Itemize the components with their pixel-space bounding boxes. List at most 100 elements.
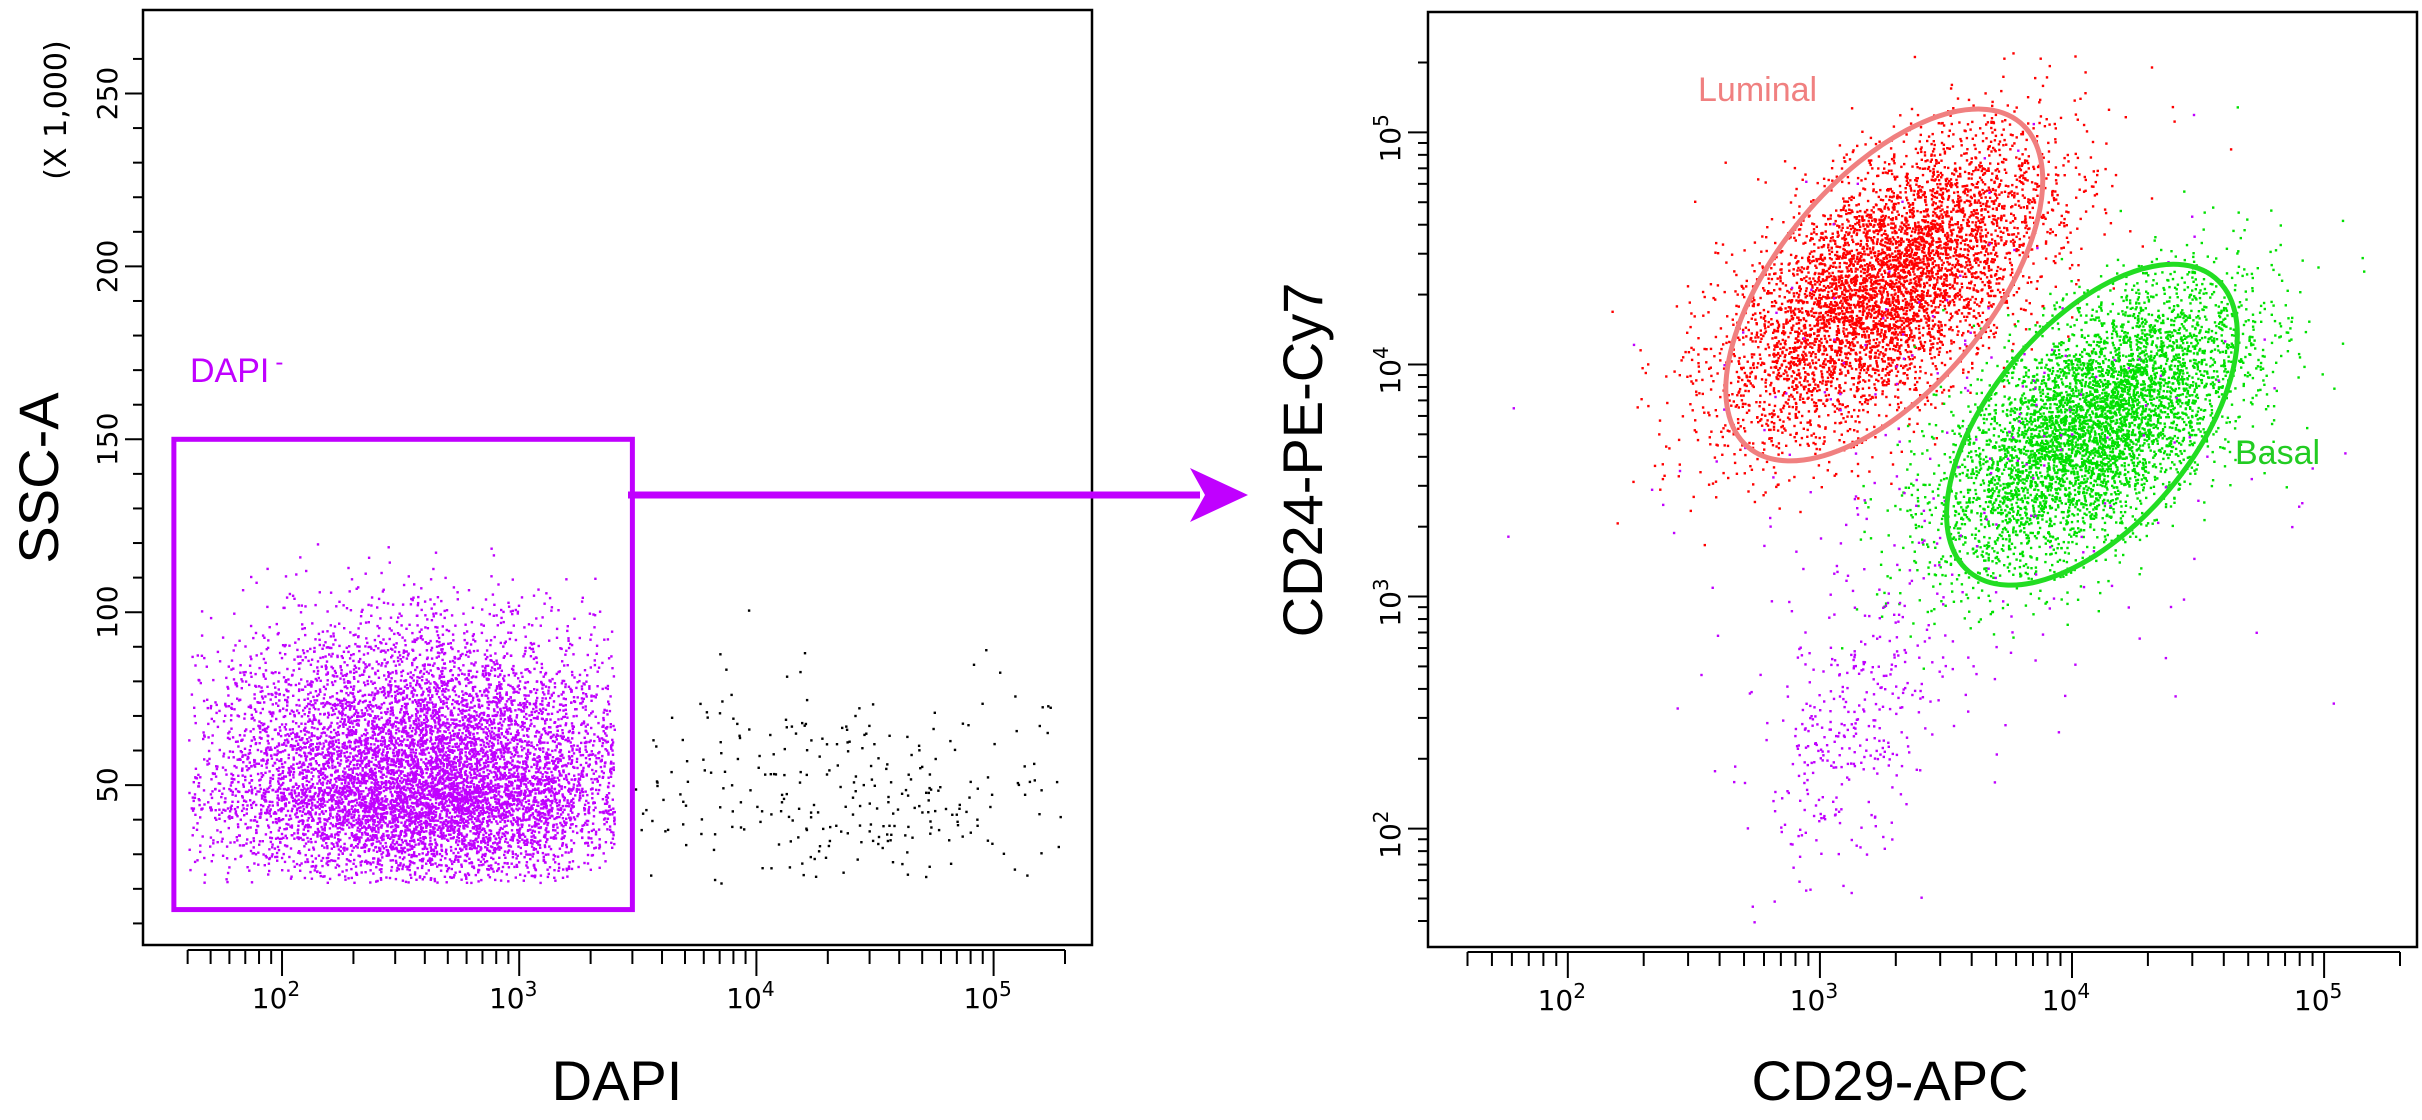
data-point <box>491 751 494 754</box>
data-point <box>250 765 253 768</box>
data-point <box>384 651 387 654</box>
data-point <box>323 846 326 849</box>
data-point <box>320 837 323 840</box>
data-point <box>448 731 451 735</box>
data-point <box>448 756 451 760</box>
data-point <box>212 853 215 857</box>
data-point <box>203 758 206 761</box>
data-point <box>479 806 483 810</box>
data-point <box>490 753 493 756</box>
data-point <box>574 708 577 711</box>
data-point <box>503 710 506 713</box>
data-point <box>485 798 488 802</box>
data-point <box>341 870 344 873</box>
data-point <box>361 774 364 777</box>
data-point <box>333 808 336 811</box>
data-point <box>402 651 405 655</box>
data-point <box>509 774 512 778</box>
data-point <box>479 848 482 852</box>
data-point <box>222 720 226 723</box>
data-point <box>598 610 602 613</box>
data-point <box>305 784 308 787</box>
data-point <box>348 785 351 789</box>
data-point <box>468 818 471 821</box>
data-point <box>464 734 468 737</box>
data-point <box>576 784 579 787</box>
data-point <box>537 588 540 591</box>
data-point <box>392 830 395 833</box>
data-point <box>268 812 271 815</box>
data-point <box>611 798 614 801</box>
data-point <box>288 728 292 731</box>
data-point <box>283 844 287 847</box>
data-point <box>475 757 479 761</box>
data-point <box>347 694 350 697</box>
data-point <box>248 869 251 872</box>
data-point <box>337 749 341 753</box>
data-point <box>284 679 288 682</box>
data-point <box>483 781 486 785</box>
data-point <box>332 632 335 635</box>
data-point <box>516 808 519 812</box>
data-point <box>374 672 377 676</box>
data-point <box>570 799 573 802</box>
data-point <box>363 800 366 804</box>
data-point <box>355 730 358 734</box>
data-point <box>297 698 300 702</box>
data-point <box>408 623 411 626</box>
data-point <box>322 755 325 758</box>
data-point <box>541 773 544 776</box>
data-point <box>381 726 384 729</box>
data-point <box>474 799 477 803</box>
data-point <box>459 821 462 824</box>
data-point <box>466 802 470 805</box>
data-point <box>584 705 587 708</box>
data-point <box>518 680 522 683</box>
data-point <box>344 778 347 781</box>
data-point <box>436 766 439 770</box>
data-point <box>512 671 515 675</box>
data-point <box>360 715 363 718</box>
data-point <box>353 838 356 842</box>
data-point <box>455 795 458 799</box>
data-point <box>280 723 284 726</box>
data-point <box>333 675 336 678</box>
data-point <box>429 877 433 880</box>
data-point <box>607 781 611 785</box>
data-point <box>394 741 398 744</box>
data-point <box>243 712 247 716</box>
data-point <box>271 703 274 706</box>
data-point <box>573 676 576 679</box>
data-point <box>340 782 343 785</box>
data-point <box>592 809 595 812</box>
data-point <box>392 773 396 776</box>
data-point <box>515 745 518 749</box>
data-point <box>383 658 386 661</box>
data-point <box>305 774 308 778</box>
data-point <box>514 709 517 712</box>
data-point <box>475 718 478 721</box>
data-point <box>292 669 295 672</box>
data-point <box>386 723 390 726</box>
data-point <box>381 730 385 733</box>
data-point <box>412 693 415 696</box>
data-point <box>376 745 380 749</box>
data-point <box>339 701 342 704</box>
data-point <box>313 650 316 653</box>
data-point <box>431 774 434 778</box>
data-point <box>356 759 359 763</box>
data-point <box>490 809 494 812</box>
data-point <box>276 752 279 755</box>
data-point <box>277 704 280 707</box>
data-point <box>521 720 524 724</box>
data-point <box>267 734 270 738</box>
data-point <box>609 828 612 831</box>
data-point <box>515 798 518 802</box>
data-point <box>438 716 441 720</box>
data-point <box>547 692 550 695</box>
data-point <box>202 737 205 741</box>
data-point <box>539 874 543 877</box>
data-point <box>486 655 489 659</box>
data-point <box>438 782 441 785</box>
data-point <box>354 804 357 807</box>
